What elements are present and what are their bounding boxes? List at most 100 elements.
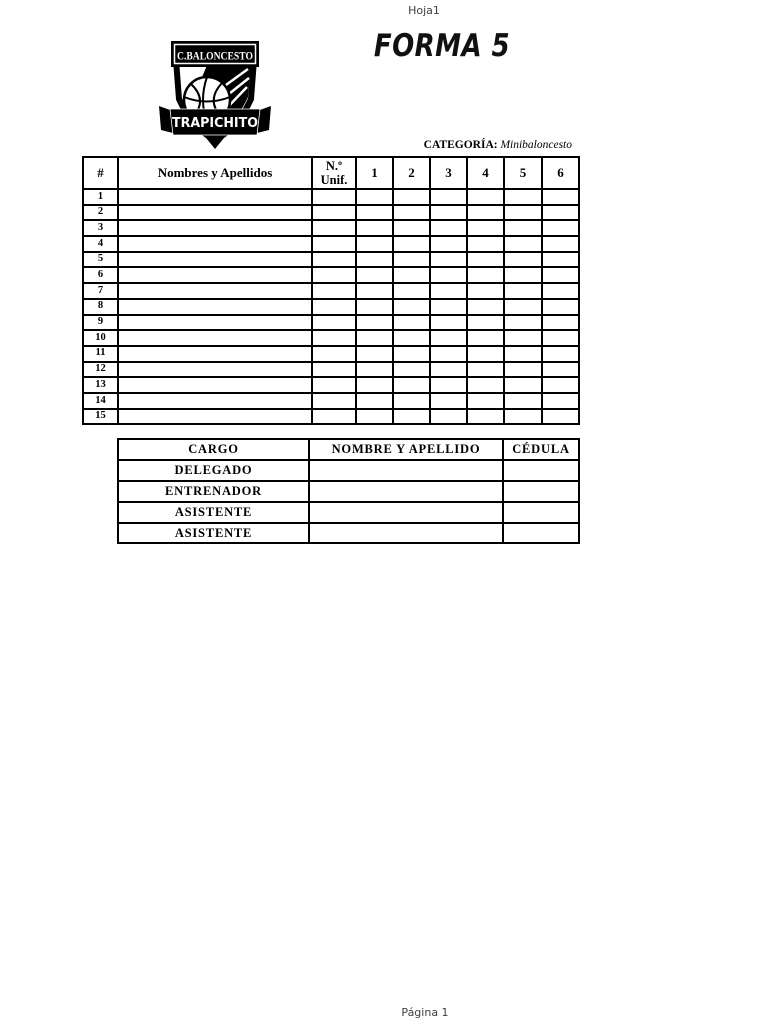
roster-row-number: 7 xyxy=(82,282,119,300)
roster-name-cell xyxy=(117,407,313,426)
roster-game-cell xyxy=(541,360,580,379)
roster-uniform-cell xyxy=(311,407,357,426)
roster-row-number: 14 xyxy=(82,391,119,410)
roster-row: 13 xyxy=(82,376,580,394)
roster-game-cell xyxy=(466,344,505,363)
roster-game-cell xyxy=(541,313,580,332)
roster-game-cell xyxy=(355,376,394,394)
roster-header-number: # xyxy=(82,156,119,190)
club-logo: TRAPICHITO C.BALONCESTO xyxy=(159,41,271,149)
roster-row: 5 xyxy=(82,250,580,269)
roster-uniform-cell xyxy=(311,235,357,253)
roster-game-cell xyxy=(503,188,543,206)
roster-game-cell xyxy=(541,329,580,347)
roster-name-cell xyxy=(117,250,313,269)
roster-game-cell xyxy=(541,235,580,253)
roster-header-uniform: N.º Unif. xyxy=(311,156,357,190)
roster-game-cell xyxy=(503,297,543,316)
roster-game-cell xyxy=(503,266,543,285)
roster-row-number: 6 xyxy=(82,266,119,285)
shield-tip xyxy=(202,133,228,149)
staff-body: DELEGADO ENTRENADOR ASISTENTE xyxy=(117,458,580,545)
roster-row-number: 2 xyxy=(82,203,119,222)
roster-game-cell xyxy=(429,203,468,222)
staff-header-cedula: CÉDULA xyxy=(502,438,580,461)
roster-name-cell xyxy=(117,235,313,253)
roster-game-cell xyxy=(466,360,505,379)
roster-uniform-cell xyxy=(311,376,357,394)
roster-name-cell xyxy=(117,188,313,206)
roster-game-cell xyxy=(429,282,468,300)
roster-game-cell xyxy=(392,313,431,332)
roster-name-cell xyxy=(117,297,313,316)
roster-game-cell xyxy=(466,219,505,238)
staff-header-row: CARGO NOMBRE Y APELLIDO CÉDULA xyxy=(117,438,580,461)
roster-game-cell xyxy=(392,407,431,426)
roster-header-game: 5 xyxy=(503,156,543,190)
roster-row: 1 xyxy=(82,188,580,206)
roster-row-number: 4 xyxy=(82,235,119,253)
roster-header-game: 3 xyxy=(429,156,468,190)
team-name-text: TRAPICHITO xyxy=(172,115,258,131)
roster-uniform-cell xyxy=(311,313,357,332)
roster-game-cell xyxy=(466,329,505,347)
roster-header-row: # Nombres y Apellidos N.º Unif. 1 2 3 4 … xyxy=(82,156,580,190)
staff-header-nombre: NOMBRE Y APELLIDO xyxy=(308,438,504,461)
roster-game-cell xyxy=(429,219,468,238)
roster-game-cell xyxy=(541,376,580,394)
roster-row: 4 xyxy=(82,235,580,253)
staff-cedula-cell xyxy=(502,458,580,482)
roster-game-cell xyxy=(541,203,580,222)
roster-uniform-cell xyxy=(311,219,357,238)
roster-header-game: 4 xyxy=(466,156,505,190)
roster-game-cell xyxy=(355,266,394,285)
roster-row: 14 xyxy=(82,391,580,410)
roster-game-cell xyxy=(503,235,543,253)
roster-uniform-cell xyxy=(311,250,357,269)
roster-game-cell xyxy=(392,376,431,394)
staff-role-cell: ASISTENTE xyxy=(117,521,310,545)
roster-game-cell xyxy=(466,203,505,222)
roster-game-cell xyxy=(355,329,394,347)
roster-game-cell xyxy=(429,250,468,269)
roster-row: 15 xyxy=(82,407,580,426)
staff-row: ASISTENTE xyxy=(117,521,580,545)
roster-game-cell xyxy=(503,203,543,222)
roster-game-cell xyxy=(503,250,543,269)
roster-game-cell xyxy=(429,344,468,363)
roster-uniform-cell xyxy=(311,188,357,206)
roster-game-cell xyxy=(392,360,431,379)
roster-uniform-cell xyxy=(311,344,357,363)
roster-game-cell xyxy=(392,188,431,206)
roster-game-cell xyxy=(392,203,431,222)
roster-game-cell xyxy=(541,407,580,426)
roster-game-cell xyxy=(392,219,431,238)
roster-name-cell xyxy=(117,391,313,410)
roster-uniform-cell xyxy=(311,297,357,316)
roster-header-game: 2 xyxy=(392,156,431,190)
roster-game-cell xyxy=(466,376,505,394)
staff-cedula-cell xyxy=(502,479,580,503)
category-line: CATEGORÍA: Minibaloncesto xyxy=(424,139,572,151)
roster-uniform-cell xyxy=(311,391,357,410)
page-footer-label: Página 1 xyxy=(401,1006,449,1019)
roster-game-cell xyxy=(503,407,543,426)
roster-game-cell xyxy=(429,360,468,379)
roster-game-cell xyxy=(466,235,505,253)
roster-row-number: 8 xyxy=(82,297,119,316)
roster-row-number: 12 xyxy=(82,360,119,379)
roster-game-cell xyxy=(466,282,505,300)
roster-game-cell xyxy=(355,250,394,269)
roster-row: 11 xyxy=(82,344,580,363)
roster-game-cell xyxy=(503,219,543,238)
roster-game-cell xyxy=(355,407,394,426)
roster-name-cell xyxy=(117,282,313,300)
roster-game-cell xyxy=(466,297,505,316)
roster-game-cell xyxy=(429,266,468,285)
roster-game-cell xyxy=(429,329,468,347)
roster-name-cell xyxy=(117,344,313,363)
roster-row: 8 xyxy=(82,297,580,316)
roster-game-cell xyxy=(503,344,543,363)
roster-uniform-cell xyxy=(311,282,357,300)
